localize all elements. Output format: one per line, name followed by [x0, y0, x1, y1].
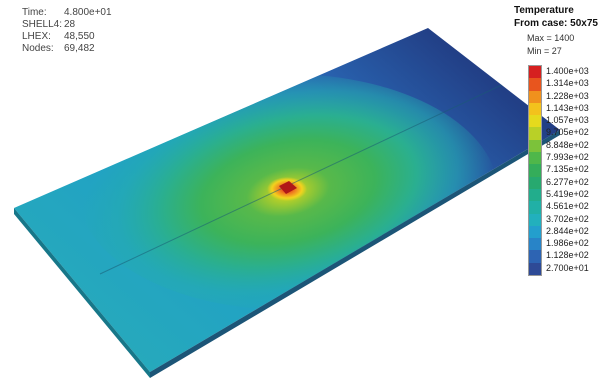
info-value: 69,482	[64, 43, 95, 54]
legend-swatch	[529, 164, 541, 178]
model-info-panel: Time: 4.800e+01 SHELL4: 28 LHEX: 48,550 …	[22, 7, 112, 55]
legend-swatch	[529, 250, 541, 264]
legend-max: Max = 1400	[527, 33, 575, 43]
legend-level-label: 7.135e+02	[546, 164, 589, 175]
info-row-lhex: LHEX: 48,550	[22, 31, 112, 43]
info-key: LHEX:	[22, 31, 51, 42]
info-value: 28	[64, 19, 76, 30]
legend-level-label: 8.848e+02	[546, 139, 589, 150]
legend-swatch	[529, 152, 541, 165]
info-key: Time:	[22, 7, 47, 18]
legend-swatch	[529, 201, 541, 215]
info-key: SHELL4:	[22, 19, 63, 30]
legend-level-label: 2.844e+02	[546, 225, 589, 236]
legend-swatch	[529, 188, 541, 202]
legend-swatch	[529, 66, 541, 79]
legend-swatch	[529, 176, 541, 190]
legend-level-label: 1.400e+03	[546, 66, 589, 76]
legend-swatch	[529, 225, 541, 239]
legend-level-label: 1.986e+02	[546, 238, 589, 249]
legend-heading: Temperature From case: 50x75	[514, 4, 598, 30]
legend-swatch	[529, 127, 541, 141]
info-key: Nodes:	[22, 43, 54, 54]
legend-level-label: 7.993e+02	[546, 152, 589, 163]
legend-swatch	[529, 238, 541, 251]
info-value: 4.800e+01	[64, 7, 112, 18]
legend-level-label: 5.419e+02	[546, 188, 589, 199]
plate-right-edge	[150, 130, 560, 378]
legend-swatch	[529, 262, 541, 276]
legend-level-label: 1.057e+03	[546, 115, 589, 126]
legend-level-label: 1.228e+03	[546, 90, 589, 101]
legend-level-label: 3.702e+02	[546, 213, 589, 224]
legend-subtitle: From case: 50x75	[514, 18, 598, 29]
legend-swatch	[529, 78, 541, 92]
legend-swatch	[529, 115, 541, 128]
legend-level-label: 6.277e+02	[546, 176, 589, 187]
legend-level-label: 9.705e+02	[546, 127, 589, 138]
plate-front-edge	[14, 208, 150, 378]
info-row-shell4: SHELL4: 28	[22, 19, 112, 31]
legend-swatch	[529, 102, 541, 116]
legend-swatch	[529, 90, 541, 104]
legend-level-label: 4.561e+02	[546, 201, 589, 212]
legend-level-label: 2.700e+01	[546, 262, 589, 273]
weld-line	[99, 81, 509, 275]
legend-title: Temperature	[514, 5, 574, 16]
info-value: 48,550	[64, 31, 95, 42]
legend-level-label: 1.128e+02	[546, 250, 589, 261]
legend-swatch	[529, 139, 541, 153]
color-legend-bar[interactable]	[528, 65, 542, 276]
info-row-time: Time: 4.800e+01	[22, 7, 112, 19]
heat-source-hotspot[interactable]	[279, 181, 297, 194]
info-row-nodes: Nodes: 69,482	[22, 43, 112, 55]
legend-swatch	[529, 213, 541, 227]
legend-level-label: 1.314e+03	[546, 78, 589, 89]
legend-level-label: 1.143e+03	[546, 102, 589, 113]
legend-min: Min = 27	[527, 46, 562, 56]
